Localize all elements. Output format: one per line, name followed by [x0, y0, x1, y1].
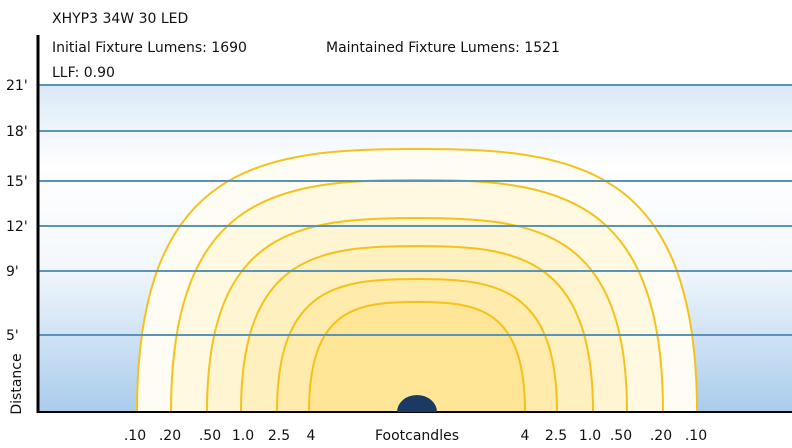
footcandle-label: 2.5	[545, 428, 567, 444]
x-axis-label: Footcandles	[375, 428, 459, 444]
footcandle-label: .50	[199, 428, 221, 444]
footcandle-label: .50	[610, 428, 632, 444]
title: XHYP3 34W 30 LED	[52, 11, 188, 27]
distance-label: 9'	[6, 264, 19, 280]
footcandle-label: .20	[650, 428, 672, 444]
footcandle-label: 4	[307, 428, 316, 444]
distance-lines	[38, 84, 792, 336]
footcandle-label: .20	[159, 428, 181, 444]
footcandle-label: 1.0	[232, 428, 254, 444]
isofootcandle-contour	[307, 300, 527, 413]
contours	[135, 147, 699, 413]
initial-lumens: Initial Fixture Lumens: 1690	[52, 40, 247, 56]
distance-label: 18'	[6, 124, 28, 140]
distance-label: 5'	[6, 328, 19, 344]
maintained-lumens: Maintained Fixture Lumens: 1521	[326, 40, 560, 56]
y-axis-label: Distance	[9, 353, 25, 414]
footcandle-label: 4	[521, 428, 530, 444]
footcandle-label: .10	[124, 428, 146, 444]
distance-label: 12'	[6, 219, 28, 235]
distance-label: 21'	[6, 78, 28, 94]
footcandle-label: .10	[685, 428, 707, 444]
fixture	[397, 395, 437, 412]
footcandle-label: 1.0	[579, 428, 601, 444]
distance-label: 15'	[6, 174, 28, 190]
llf: LLF: 0.90	[52, 65, 115, 81]
footcandle-label: 2.5	[268, 428, 290, 444]
labels: 21' 18' 15' 12' 9' 5' .10 .20 .50 1.0 2.5 4 4 2.5 1.0.…	[6, 78, 707, 444]
